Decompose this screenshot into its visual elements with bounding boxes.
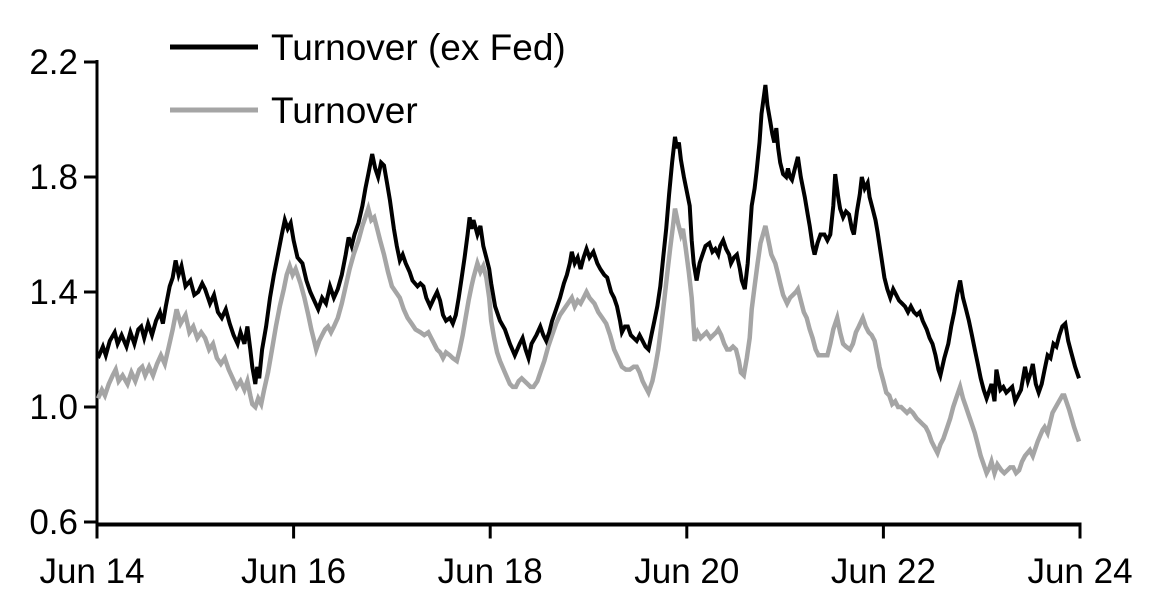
legend-label-turnover-ex-fed: Turnover (ex Fed) [271, 27, 566, 68]
y-tick-label: 1.0 [29, 388, 78, 427]
x-tick-label: Jun 16 [241, 552, 346, 591]
series-line-turnover-ex-fed [96, 84, 1081, 408]
y-tick-label: 0.6 [29, 503, 78, 542]
x-tick-label: Jun 22 [831, 552, 936, 591]
x-tick-label: Jun 18 [438, 552, 543, 591]
y-tick-label: 2.2 [29, 43, 78, 82]
legend-label-turnover: Turnover [271, 90, 418, 131]
x-tick-label: Jun 14 [39, 552, 144, 591]
series-line-turnover [95, 200, 1082, 481]
y-tick-label: 1.4 [29, 273, 78, 312]
x-tick-label: Jun 24 [1027, 552, 1132, 591]
y-tick-label: 1.8 [29, 158, 78, 197]
x-tick-label: Jun 20 [634, 552, 739, 591]
